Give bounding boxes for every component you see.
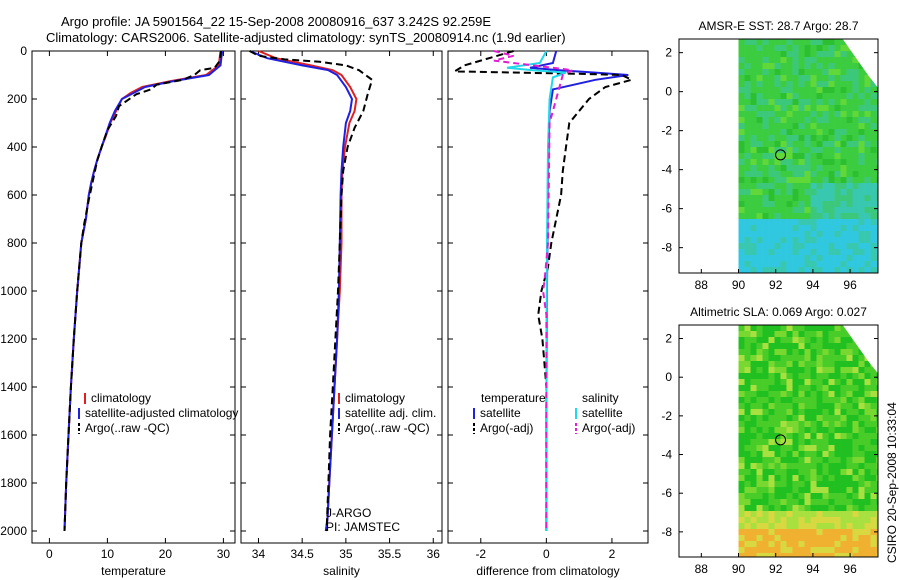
diff-legend-temp-satellite-label: satellite [480,406,521,420]
side-timestamp-label: CSIRO 20-Sep-2008 10:33:04 [885,402,899,563]
sla_map-xtick-label: 92 [769,562,783,576]
sla_map-axes-frame [678,324,879,558]
temp-legend-argo-label: Argo(..raw -QC) [85,421,170,435]
sst_map-ytick-label: -8 [661,241,672,255]
sst_map-ytick-label: 2 [665,46,672,60]
diff-legend-temp-argo-label: Argo(-adj) [480,421,533,435]
sst_map-xtick-label: 90 [732,278,746,292]
temperature-ytick-label: 1800 [0,476,27,490]
temperature-ytick-label: 2000 [0,524,27,538]
sst_map-ytick-label: -6 [661,202,672,216]
sst_map-xtick-label: 92 [769,278,783,292]
temperature-ytick-label: 1200 [0,332,27,346]
sla_map-xtick-label: 90 [732,562,746,576]
sst_map-ytick-label: -2 [661,124,672,138]
difference-series-temperature-argo-adj- [451,50,635,531]
temperature-series-argo-raw-qc- [63,50,223,532]
sla_map-ytick-label: -8 [661,525,672,539]
diff-legend-header-temperature: temperature [481,391,546,405]
temperature-xtick-label: 10 [101,547,115,561]
sst_map-field [738,39,878,273]
temp-legend-satellite-adjusted-label: satellite-adjusted climatology [85,406,238,420]
sal-legend-climatology-label: climatology [345,391,405,405]
salinity-xtick-label: 34 [252,547,266,561]
salinity-xlabel: salinity [323,564,360,578]
salinity-annotation-pi: PI: JAMSTEC [326,520,400,534]
header-line-2: Climatology: CARS2006. Satellite-adjuste… [46,30,566,45]
sst_map-xtick-label: 94 [806,278,820,292]
difference-xtick-label: 0 [543,547,550,561]
temperature-xtick-label: 20 [159,547,173,561]
sla_map-xtick-label: 94 [806,562,820,576]
difference-series-salinity-satellite [506,50,567,531]
salinity-annotation-float: J-ARGO [326,506,371,520]
difference-xtick-label: -2 [475,547,486,561]
sla_map-ytick-label: 0 [665,370,672,384]
sla_map-title: Altimetric SLA: 0.069 Argo: 0.027 [690,305,867,319]
sst_map-xtick-label: 88 [695,278,709,292]
temperature-xtick-label: 30 [217,547,231,561]
difference-xtick-label: 2 [609,547,616,561]
temperature-ytick-label: 1600 [0,428,27,442]
temperature-panel: 0 10 20 30 0 200 400 600 800 1000 1200 1400 1600 1800… [0,44,238,578]
sal-legend-argo-label: Argo(..raw -QC) [345,421,430,435]
sst_map-argo-location-marker [775,149,787,161]
temperature-ytick-label: 200 [7,92,27,106]
difference-xlabel: difference from climatology [476,564,619,578]
sla_map-panel: Altimetric SLA: 0.069 Argo: 0.027 88 90 92 9… [661,305,879,576]
sla_map-ytick-label: -4 [661,448,672,462]
temperature-ytick-label: 1400 [0,380,27,394]
temperature-axes-frame [31,50,236,544]
salinity-series-satellite-adj-clim- [249,50,354,532]
difference-panel: -2 0 2 difference from climatology temperatu… [447,50,649,578]
salinity-xtick-label: 35.5 [378,547,402,561]
sst_map-axes-frame [678,38,879,274]
temperature-ytick-label: 1000 [0,284,27,298]
temperature-ytick-label: 400 [7,140,27,154]
header-line-1: Argo profile: JA 5901564_22 15-Sep-2008 … [61,14,491,29]
salinity-xtick-label: 36 [427,547,441,561]
sal-legend-satellite-adj-label: satellite adj. clim. [345,406,436,420]
temperature-xtick-label: 0 [46,547,53,561]
diff-legend-sal-satellite-label: satellite [582,406,623,420]
sla_map-argo-location-marker [775,434,787,446]
salinity-series-argo-raw-qc- [249,50,374,532]
temperature-ytick-label: 800 [7,236,27,250]
sla_map-ytick-label: -6 [661,486,672,500]
sst_map-title: AMSR-E SST: 28.7 Argo: 28.7 [698,19,858,33]
sla_map-xtick-label: 88 [695,562,709,576]
salinity-xtick-label: 34.5 [290,547,314,561]
temperature-ytick-label: 600 [7,188,27,202]
sst_map-ytick-label: -4 [661,163,672,177]
salinity-axes-frame [240,50,443,544]
temperature-xlabel: temperature [101,564,166,578]
sst_map-nodata-corner [842,39,878,88]
sla_map-ytick-label: -2 [661,409,672,423]
sst_map-xtick-label: 96 [843,278,857,292]
salinity-panel: 34 34.5 35 35.5 36 salinity climatologysatelli… [240,50,443,578]
diff-legend-sal-argo-label: Argo(-adj) [582,421,635,435]
salinity-xtick-label: 35 [339,547,353,561]
temperature-ytick-label: 0 [20,44,27,58]
sla_map-nodata-corner [842,325,878,374]
sla_map-xtick-label: 96 [843,562,857,576]
temp-legend-climatology-label: climatology [91,391,151,405]
sst_map-panel: AMSR-E SST: 28.7 Argo: 28.7 88 90 92 94 96 2 0 -… [661,19,879,292]
difference-series-salinity-argo-adj- [493,50,577,531]
sla_map-field [738,325,878,557]
sst_map-ytick-label: 0 [665,85,672,99]
diff-legend-header-salinity: salinity [582,391,619,405]
sla_map-ytick-label: 2 [665,332,672,346]
